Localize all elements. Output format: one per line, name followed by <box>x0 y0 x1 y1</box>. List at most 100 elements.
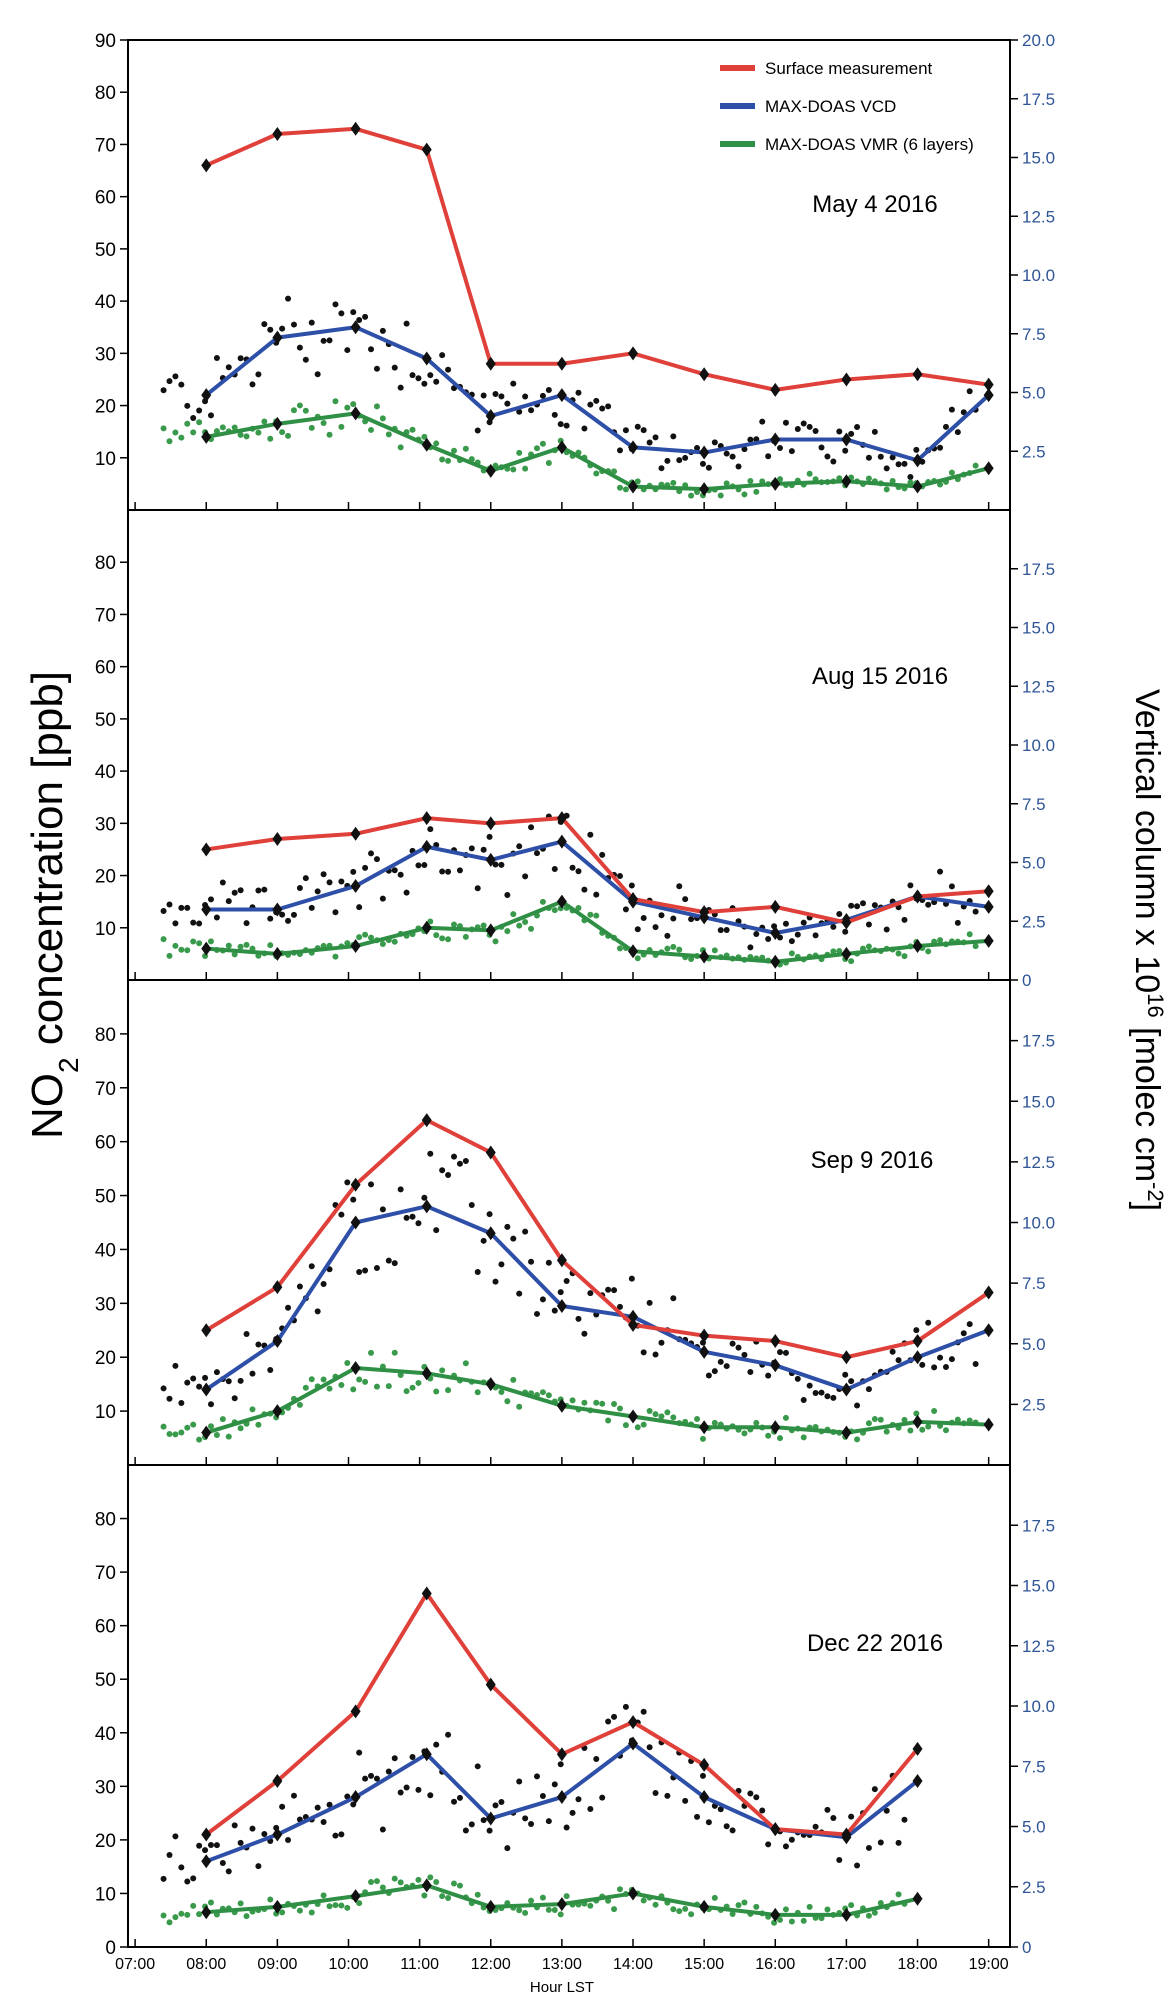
vcd-point <box>593 397 600 404</box>
vmr-point <box>782 1906 789 1913</box>
vcd-point <box>599 851 606 858</box>
vcd-point <box>314 1308 321 1315</box>
vmr-point <box>350 1386 357 1393</box>
vcd-point <box>279 325 286 332</box>
left-tick-label: 70 <box>95 605 116 626</box>
vmr-point <box>391 1875 398 1882</box>
vcd-point <box>445 366 452 373</box>
vcd-point <box>492 861 499 868</box>
vcd-point <box>889 454 896 461</box>
vcd-point <box>545 386 552 393</box>
vcd-point <box>575 1315 582 1322</box>
vmr-point <box>320 420 327 427</box>
vmr-point <box>362 1378 369 1385</box>
right-tick-label: 5.0 <box>1022 854 1046 873</box>
surface-marker <box>628 1317 639 1332</box>
vmr-point <box>320 1376 327 1383</box>
vcd-point <box>806 1382 813 1389</box>
vcd-point <box>658 912 665 919</box>
vcd-point <box>190 1875 197 1882</box>
vcd-point <box>818 444 825 451</box>
vcd-point <box>593 1756 600 1763</box>
vmr-point <box>178 434 185 441</box>
vcd-point <box>960 1330 967 1337</box>
vcd-point <box>403 889 410 896</box>
vcd-point <box>557 1761 564 1768</box>
vcd-marker <box>201 1854 212 1869</box>
vcd-point <box>308 319 315 326</box>
vmr-point <box>848 958 855 965</box>
vcd-point <box>498 861 505 868</box>
vcd-marker <box>770 432 781 447</box>
vcd-point <box>581 425 588 432</box>
vcd-point <box>747 1368 754 1375</box>
right-tick-label: 2.5 <box>1022 442 1046 461</box>
vcd-point <box>498 1261 505 1268</box>
vmr-marker <box>628 944 639 959</box>
vmr-marker <box>699 1899 710 1914</box>
vcd-point <box>652 1790 659 1797</box>
vmr-point <box>279 1909 286 1916</box>
vcd-point <box>563 1824 570 1831</box>
left-tick-label: 80 <box>95 553 116 574</box>
vcd-point <box>753 931 760 938</box>
vcd-point <box>456 867 463 874</box>
vcd-point <box>166 1395 173 1402</box>
vcd-point <box>676 883 683 890</box>
vmr-point <box>510 1376 517 1383</box>
vmr-marker <box>628 1886 639 1901</box>
right-tick-label: 12.5 <box>1022 1637 1055 1656</box>
vcd-point <box>836 911 843 918</box>
vcd-point <box>439 352 446 359</box>
vcd-point <box>421 862 428 869</box>
vmr-point <box>925 948 932 955</box>
vcd-point <box>522 873 529 880</box>
x-tick-label: 14:00 <box>613 1956 653 1973</box>
vcd-point <box>160 1385 167 1392</box>
surface-marker <box>556 811 567 826</box>
vcd-point <box>433 378 440 385</box>
right-tick-label: 2.5 <box>1022 1878 1046 1897</box>
vmr-point <box>942 1427 949 1434</box>
vmr-point <box>451 447 458 454</box>
vmr-point <box>391 1349 398 1356</box>
vcd-marker <box>912 453 923 468</box>
vmr-marker <box>350 939 361 954</box>
vmr-point <box>510 911 517 918</box>
vcd-point <box>599 405 606 412</box>
vcd-point <box>854 1862 861 1869</box>
vcd-point <box>883 926 890 933</box>
vmr-point <box>865 1912 872 1919</box>
vmr-point <box>516 922 523 929</box>
vcd-point <box>652 1351 659 1358</box>
vmr-point <box>753 1419 760 1426</box>
vcd-point <box>391 364 398 371</box>
vcd-point <box>747 944 754 951</box>
vmr-point <box>178 1910 185 1917</box>
vcd-point <box>243 1331 250 1338</box>
x-axis-label: Hour LST <box>530 1979 594 1996</box>
vcd-point <box>539 1792 546 1799</box>
right-tick-label: 12.5 <box>1022 207 1055 226</box>
vcd-point <box>468 1821 475 1828</box>
vmr-point <box>231 951 238 958</box>
vcd-point <box>196 1842 203 1849</box>
vcd-point <box>474 1763 481 1770</box>
vcd-point <box>344 1179 351 1186</box>
vcd-point <box>255 887 262 894</box>
vcd-point <box>290 911 297 918</box>
vmr-marker <box>272 1404 283 1419</box>
vcd-point <box>812 428 819 435</box>
vcd-point <box>652 924 659 931</box>
vcd-point <box>877 453 884 460</box>
vcd-point <box>937 444 944 451</box>
vmr-point <box>545 1906 552 1913</box>
vmr-point <box>907 1427 914 1434</box>
vcd-point <box>462 1827 469 1834</box>
vcd-marker <box>272 1334 283 1349</box>
vmr-marker <box>421 437 432 452</box>
vmr-point <box>966 931 973 938</box>
vcd-point <box>285 1304 292 1311</box>
vcd-point <box>640 1349 647 1356</box>
vcd-point <box>498 393 505 400</box>
